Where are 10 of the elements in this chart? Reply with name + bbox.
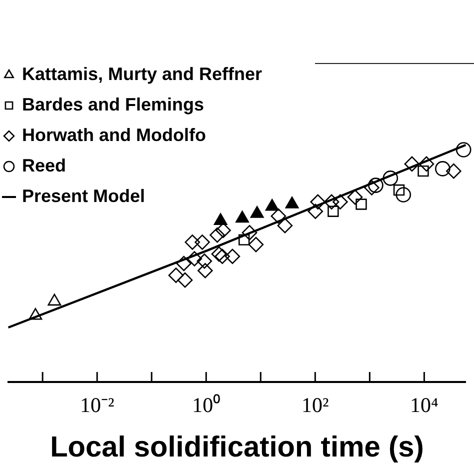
x-axis-title: Local solidification time (s): [50, 432, 424, 464]
legend-label: Bardes and Flemings: [22, 94, 204, 114]
x-tick-label: 10⁴: [410, 393, 438, 418]
x-tick-label: 10⁰: [192, 393, 220, 418]
legend-label: Present Model: [22, 186, 146, 206]
legend-label: Horwath and Modolfo: [22, 124, 206, 145]
legend-label: Kattamis, Murty and Reffner: [22, 64, 262, 84]
x-tick-label: 10⁻²: [80, 393, 114, 418]
x-tick-label: 10²: [302, 393, 329, 418]
legend-label: Reed: [22, 155, 66, 176]
